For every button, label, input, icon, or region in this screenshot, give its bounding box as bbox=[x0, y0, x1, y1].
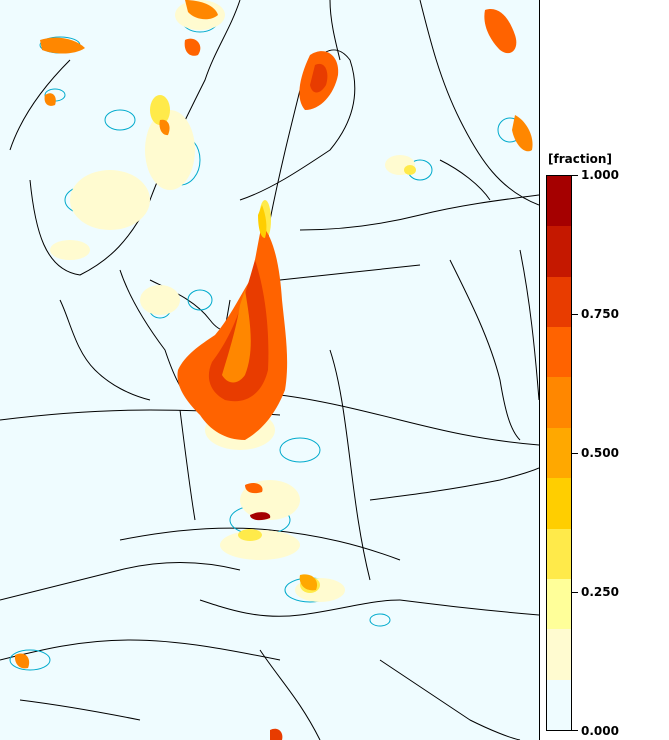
colorbar-tick-label: 1.000 bbox=[581, 168, 619, 182]
colorbar-segment bbox=[547, 226, 571, 277]
colorbar-tick bbox=[572, 314, 578, 315]
colorbar-segment bbox=[547, 578, 571, 630]
colorbar-segment bbox=[547, 528, 571, 579]
colorbar-segment bbox=[547, 327, 571, 378]
colorbar-segment bbox=[547, 377, 571, 428]
map-panel bbox=[0, 0, 540, 740]
legend-title: [fraction] bbox=[548, 152, 612, 166]
colorbar-segment bbox=[547, 679, 571, 730]
colorbar-segment bbox=[547, 478, 571, 529]
colorbar-segment bbox=[547, 427, 571, 479]
colorbar-tick bbox=[572, 592, 578, 593]
colorbar-segment bbox=[547, 276, 571, 328]
field-high bbox=[14, 0, 533, 740]
colorbar-tick bbox=[572, 175, 578, 176]
colorbar-segment bbox=[547, 629, 571, 680]
colorbar-tick-label: 0.000 bbox=[581, 724, 619, 738]
coastlines bbox=[0, 0, 539, 740]
field-low bbox=[50, 0, 415, 602]
colorbar-tick bbox=[572, 453, 578, 454]
colorbar-tick-label: 0.250 bbox=[581, 585, 619, 599]
colorbar-tick bbox=[572, 730, 578, 731]
colorbar-tick-label: 0.750 bbox=[581, 307, 619, 321]
colorbar-tick-label: 0.500 bbox=[581, 446, 619, 460]
map-drawing bbox=[0, 0, 539, 740]
colorbar bbox=[546, 175, 572, 731]
colorbar-segment bbox=[547, 176, 571, 227]
